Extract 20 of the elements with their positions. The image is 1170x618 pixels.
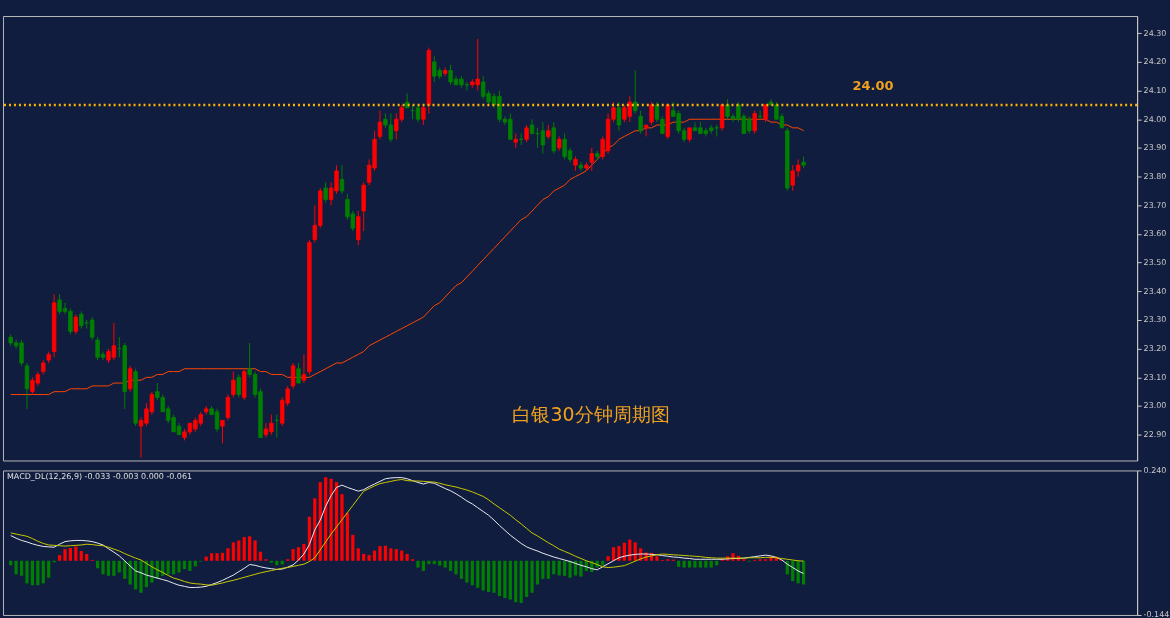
annotation: 白银30分钟周期图 (512, 402, 670, 425)
y-tick-label: -0.144 (1143, 610, 1170, 618)
y-tick-label: 23.70 (1143, 200, 1167, 210)
y-tick-label: 22.90 (1143, 430, 1167, 440)
y-tick-label: 23.00 (1143, 401, 1167, 411)
chart-title: MACD_DL(12,26,9) -0.033 -0.003 0.000 -0.061 (6, 472, 193, 482)
y-tick-label: 23.20 (1143, 344, 1167, 354)
y-tick-label: 23.50 (1143, 258, 1167, 268)
y-tick-label: 23.40 (1143, 286, 1167, 296)
y-tick-label: 23.90 (1143, 143, 1167, 153)
y-tick-label: 23.60 (1143, 229, 1167, 239)
annotation: 24.00 (852, 77, 894, 93)
y-tick-label: 23.10 (1143, 372, 1167, 382)
y-tick-label: 0.240 (1143, 465, 1167, 475)
y-tick-label: 24.10 (1143, 86, 1167, 96)
y-tick-label: 24.30 (1143, 28, 1167, 38)
y-tick-label: 24.00 (1143, 114, 1167, 124)
y-tick-label: 23.30 (1143, 315, 1167, 325)
y-tick-label: 24.20 (1143, 57, 1167, 67)
y-tick-label: 23.80 (1143, 172, 1167, 182)
